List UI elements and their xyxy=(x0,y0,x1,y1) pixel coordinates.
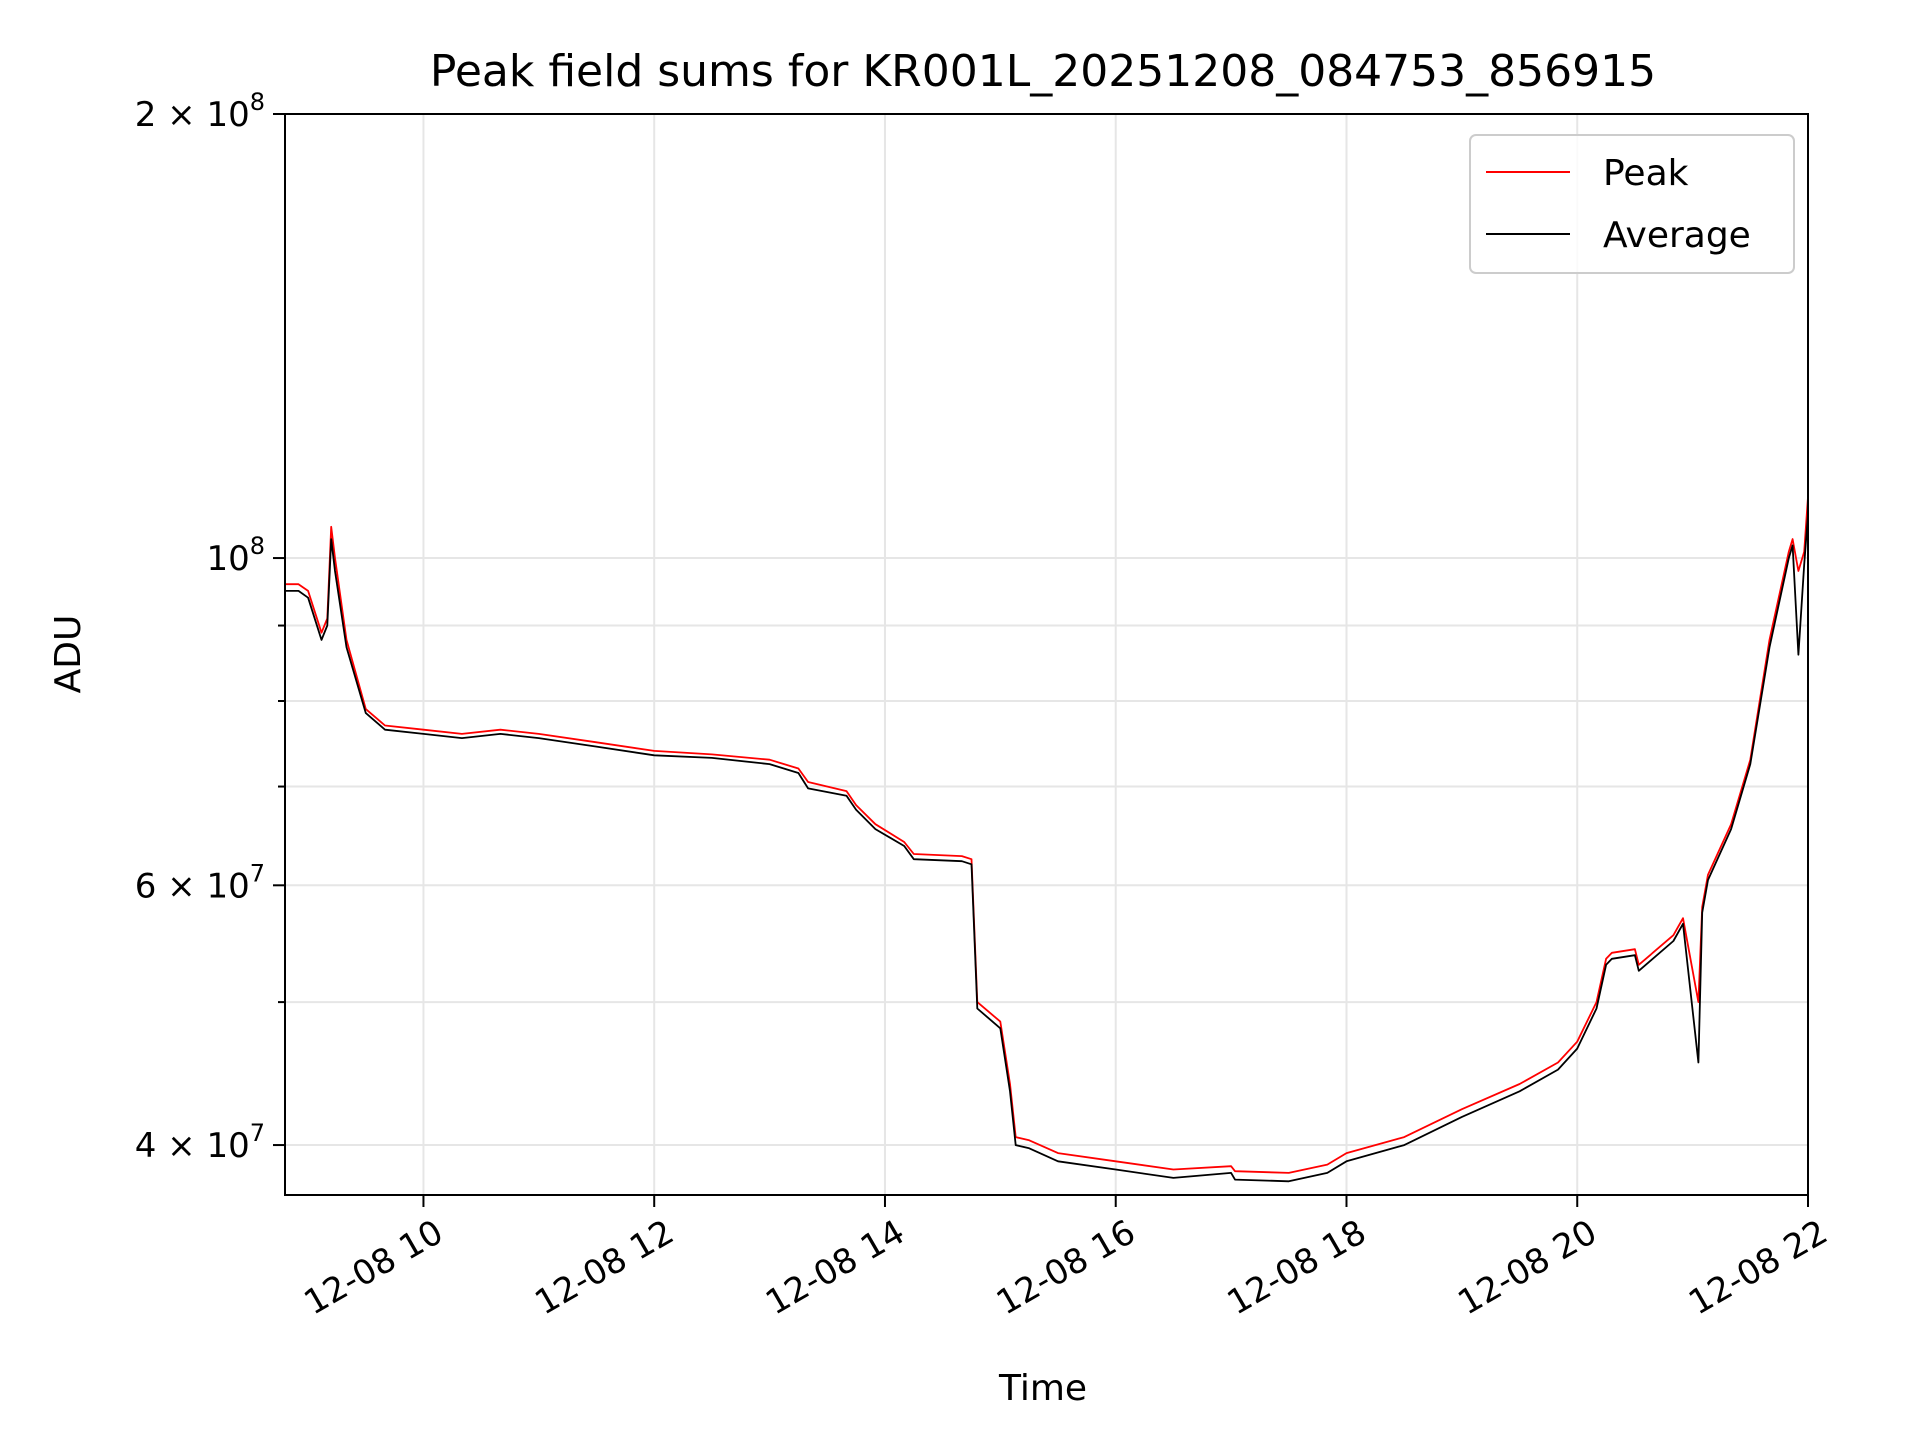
legend-box xyxy=(1469,134,1795,274)
y-tick-label: 108 xyxy=(206,532,265,579)
legend-label-average: Average xyxy=(1603,215,1751,256)
plot-frame xyxy=(284,113,1809,1196)
y-tick-label: 2 × 108 xyxy=(135,88,265,135)
series-peak-line xyxy=(285,496,1809,1174)
y-tick-label: 6 × 107 xyxy=(135,859,265,906)
series-layer xyxy=(285,496,1809,1183)
y-tick-label: 4 × 107 xyxy=(135,1119,265,1166)
legend-label-peak: Peak xyxy=(1603,153,1689,194)
legend: Peak Average xyxy=(1469,134,1795,274)
x-axis-label: Time xyxy=(998,1368,1087,1409)
y-axis-label: ADU xyxy=(48,615,89,694)
chart-title: Peak field sums for KR001L_20251208_0847… xyxy=(430,46,1656,97)
series-average-line xyxy=(285,514,1809,1183)
